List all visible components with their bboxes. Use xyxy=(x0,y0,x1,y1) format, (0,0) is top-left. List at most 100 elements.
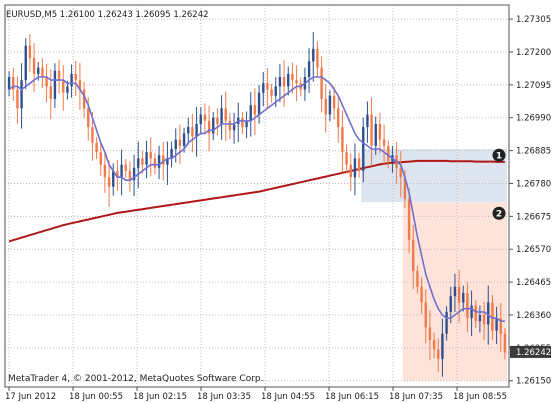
candle[interactable] xyxy=(449,286,452,324)
candle[interactable] xyxy=(157,145,161,180)
candle[interactable] xyxy=(57,59,61,94)
candle[interactable] xyxy=(416,265,419,294)
candle[interactable] xyxy=(441,318,444,377)
candle[interactable] xyxy=(399,150,402,198)
candle[interactable] xyxy=(332,86,336,120)
candle[interactable] xyxy=(49,69,52,120)
candle[interactable] xyxy=(170,141,173,168)
candle[interactable] xyxy=(482,301,486,341)
candle[interactable] xyxy=(112,163,115,196)
candle[interactable] xyxy=(257,85,261,124)
candle[interactable] xyxy=(12,67,15,101)
candle[interactable] xyxy=(24,38,27,90)
candle[interactable] xyxy=(103,151,107,193)
candle[interactable] xyxy=(353,143,357,196)
candle[interactable] xyxy=(499,303,502,352)
candle[interactable] xyxy=(41,58,44,89)
candle[interactable] xyxy=(357,152,361,178)
candle[interactable] xyxy=(220,95,223,140)
candle[interactable] xyxy=(337,95,340,143)
candle[interactable] xyxy=(466,281,469,332)
candle[interactable] xyxy=(224,91,227,142)
candle[interactable] xyxy=(128,161,132,192)
candle[interactable] xyxy=(245,111,248,139)
candle[interactable] xyxy=(16,76,19,125)
candle[interactable] xyxy=(174,128,177,163)
candle[interactable] xyxy=(132,154,136,197)
candle[interactable] xyxy=(199,107,202,134)
candle[interactable] xyxy=(270,83,273,103)
candle[interactable] xyxy=(249,92,252,137)
candle[interactable] xyxy=(70,64,73,98)
candle[interactable] xyxy=(45,63,48,103)
candle[interactable] xyxy=(278,63,282,103)
candle[interactable] xyxy=(153,152,157,175)
candle[interactable] xyxy=(420,277,423,314)
candle[interactable] xyxy=(82,82,86,118)
candle[interactable] xyxy=(187,117,190,145)
candle[interactable] xyxy=(203,103,207,135)
candle[interactable] xyxy=(328,90,332,122)
candle[interactable] xyxy=(453,273,457,312)
candle[interactable] xyxy=(424,289,427,344)
candle[interactable] xyxy=(262,72,265,107)
candle[interactable] xyxy=(207,105,211,152)
candle[interactable] xyxy=(74,60,77,96)
candle[interactable] xyxy=(241,112,244,134)
candle[interactable] xyxy=(316,41,319,77)
candle[interactable] xyxy=(149,137,152,177)
candle[interactable] xyxy=(295,65,298,102)
candle[interactable] xyxy=(432,332,436,359)
candle[interactable] xyxy=(195,107,198,157)
candle[interactable] xyxy=(216,108,219,136)
candle[interactable] xyxy=(266,68,269,108)
candle[interactable] xyxy=(457,269,461,323)
candle[interactable] xyxy=(407,187,411,254)
candle[interactable] xyxy=(437,338,440,373)
candle[interactable] xyxy=(382,124,386,164)
candle[interactable] xyxy=(362,117,365,183)
candle[interactable] xyxy=(345,144,348,174)
candle[interactable] xyxy=(145,140,148,179)
candle[interactable] xyxy=(32,43,36,92)
candle[interactable] xyxy=(470,290,473,337)
candle[interactable] xyxy=(253,88,257,135)
candle[interactable] xyxy=(366,101,369,143)
candle[interactable] xyxy=(287,66,290,96)
candle[interactable] xyxy=(462,285,465,312)
candle[interactable] xyxy=(228,113,232,140)
candle[interactable] xyxy=(28,34,32,72)
candle[interactable] xyxy=(178,124,182,164)
candle[interactable] xyxy=(20,63,23,129)
candle[interactable] xyxy=(137,141,140,189)
candle[interactable] xyxy=(120,149,123,196)
candle[interactable] xyxy=(378,112,382,154)
candle[interactable] xyxy=(320,56,323,113)
candle[interactable] xyxy=(166,141,169,185)
candle[interactable] xyxy=(53,63,57,108)
candle[interactable] xyxy=(99,142,102,176)
candle[interactable] xyxy=(370,97,373,167)
candle[interactable] xyxy=(307,48,311,93)
candle[interactable] xyxy=(95,137,98,159)
candles-layer[interactable] xyxy=(7,31,507,377)
candle[interactable] xyxy=(7,71,11,97)
candle[interactable] xyxy=(62,65,65,111)
candle[interactable] xyxy=(107,160,111,207)
candle[interactable] xyxy=(124,159,127,178)
candle[interactable] xyxy=(478,305,482,333)
candle[interactable] xyxy=(412,224,415,290)
candle[interactable] xyxy=(116,159,119,191)
candle[interactable] xyxy=(324,83,327,133)
candle[interactable] xyxy=(141,150,144,174)
candle[interactable] xyxy=(349,153,352,191)
candle[interactable] xyxy=(191,113,194,153)
candle[interactable] xyxy=(232,112,236,144)
candle[interactable] xyxy=(212,112,215,141)
candle[interactable] xyxy=(495,306,498,345)
candle[interactable] xyxy=(282,60,286,107)
candle[interactable] xyxy=(78,63,82,110)
candle[interactable] xyxy=(428,310,432,361)
candle[interactable] xyxy=(474,299,477,329)
